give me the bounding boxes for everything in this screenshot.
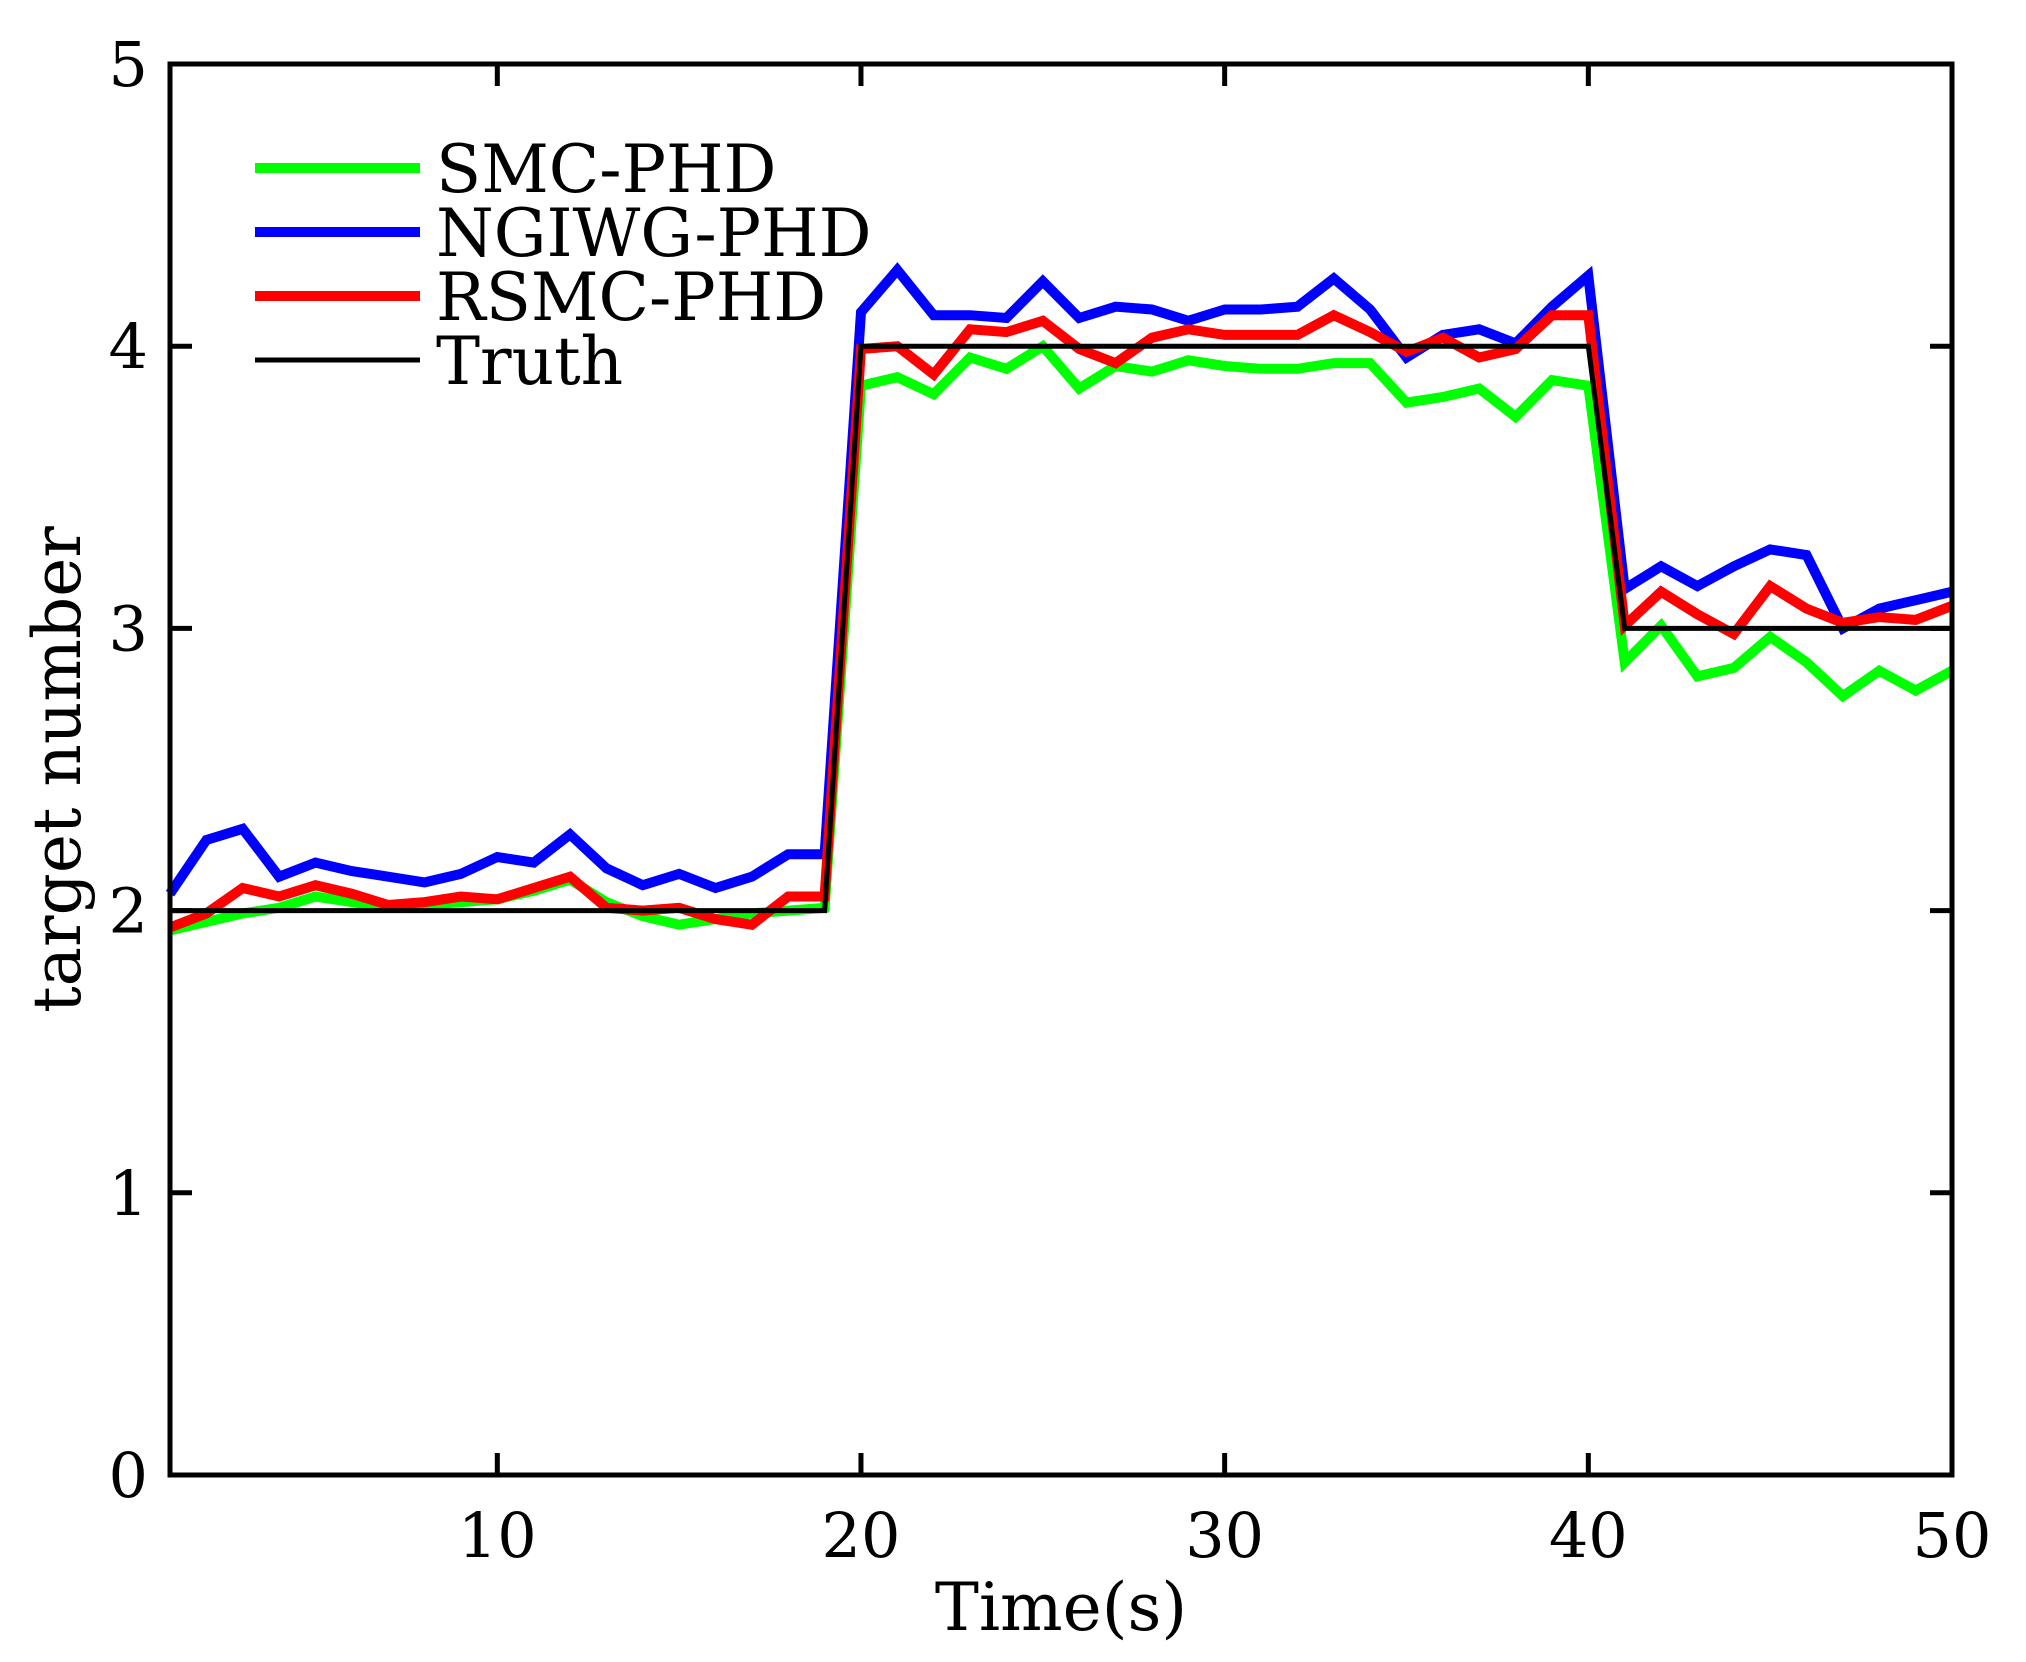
x-tick-label: 10 bbox=[458, 1499, 537, 1572]
x-tick-label: 30 bbox=[1185, 1499, 1264, 1572]
plot-frame bbox=[167, 61, 1955, 1478]
x-tick-label: 20 bbox=[822, 1499, 901, 1572]
series-line-truth bbox=[170, 343, 1952, 914]
legend-label-rsmc-phd: RSMC-PHD bbox=[436, 259, 826, 336]
legend-label-ngiwg-phd: NGIWG-PHD bbox=[436, 195, 872, 272]
series-line-ngiwg-phd bbox=[165, 262, 1954, 897]
tick-labels-layer: 10 20 30 40 50 0 1 2 3 4 5 bbox=[109, 28, 1992, 1572]
y-tick-label: 5 bbox=[109, 28, 148, 101]
x-tick-label: 40 bbox=[1549, 1499, 1628, 1572]
legend-label-truth: Truth bbox=[436, 323, 623, 400]
x-axis-label: Time(s) bbox=[935, 1569, 1187, 1646]
legend-label-smc-phd: SMC-PHD bbox=[436, 131, 776, 208]
series-layer bbox=[165, 262, 1955, 936]
y-tick-label: 2 bbox=[109, 875, 148, 948]
y-tick-label: 1 bbox=[109, 1157, 148, 1230]
x-tick-label: 50 bbox=[1913, 1499, 1992, 1572]
series-line-rsmc-phd bbox=[168, 309, 1954, 933]
y-tick-label: 3 bbox=[109, 592, 148, 665]
y-tick-label: 4 bbox=[109, 310, 148, 383]
y-tick-label: 0 bbox=[109, 1439, 148, 1512]
y-axis-label: target number bbox=[19, 526, 96, 1013]
